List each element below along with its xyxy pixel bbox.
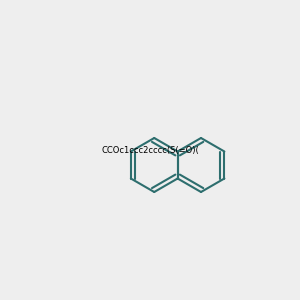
Text: CCOc1ccc2cccc(S(=O)(: CCOc1ccc2cccc(S(=O)( bbox=[101, 146, 199, 154]
